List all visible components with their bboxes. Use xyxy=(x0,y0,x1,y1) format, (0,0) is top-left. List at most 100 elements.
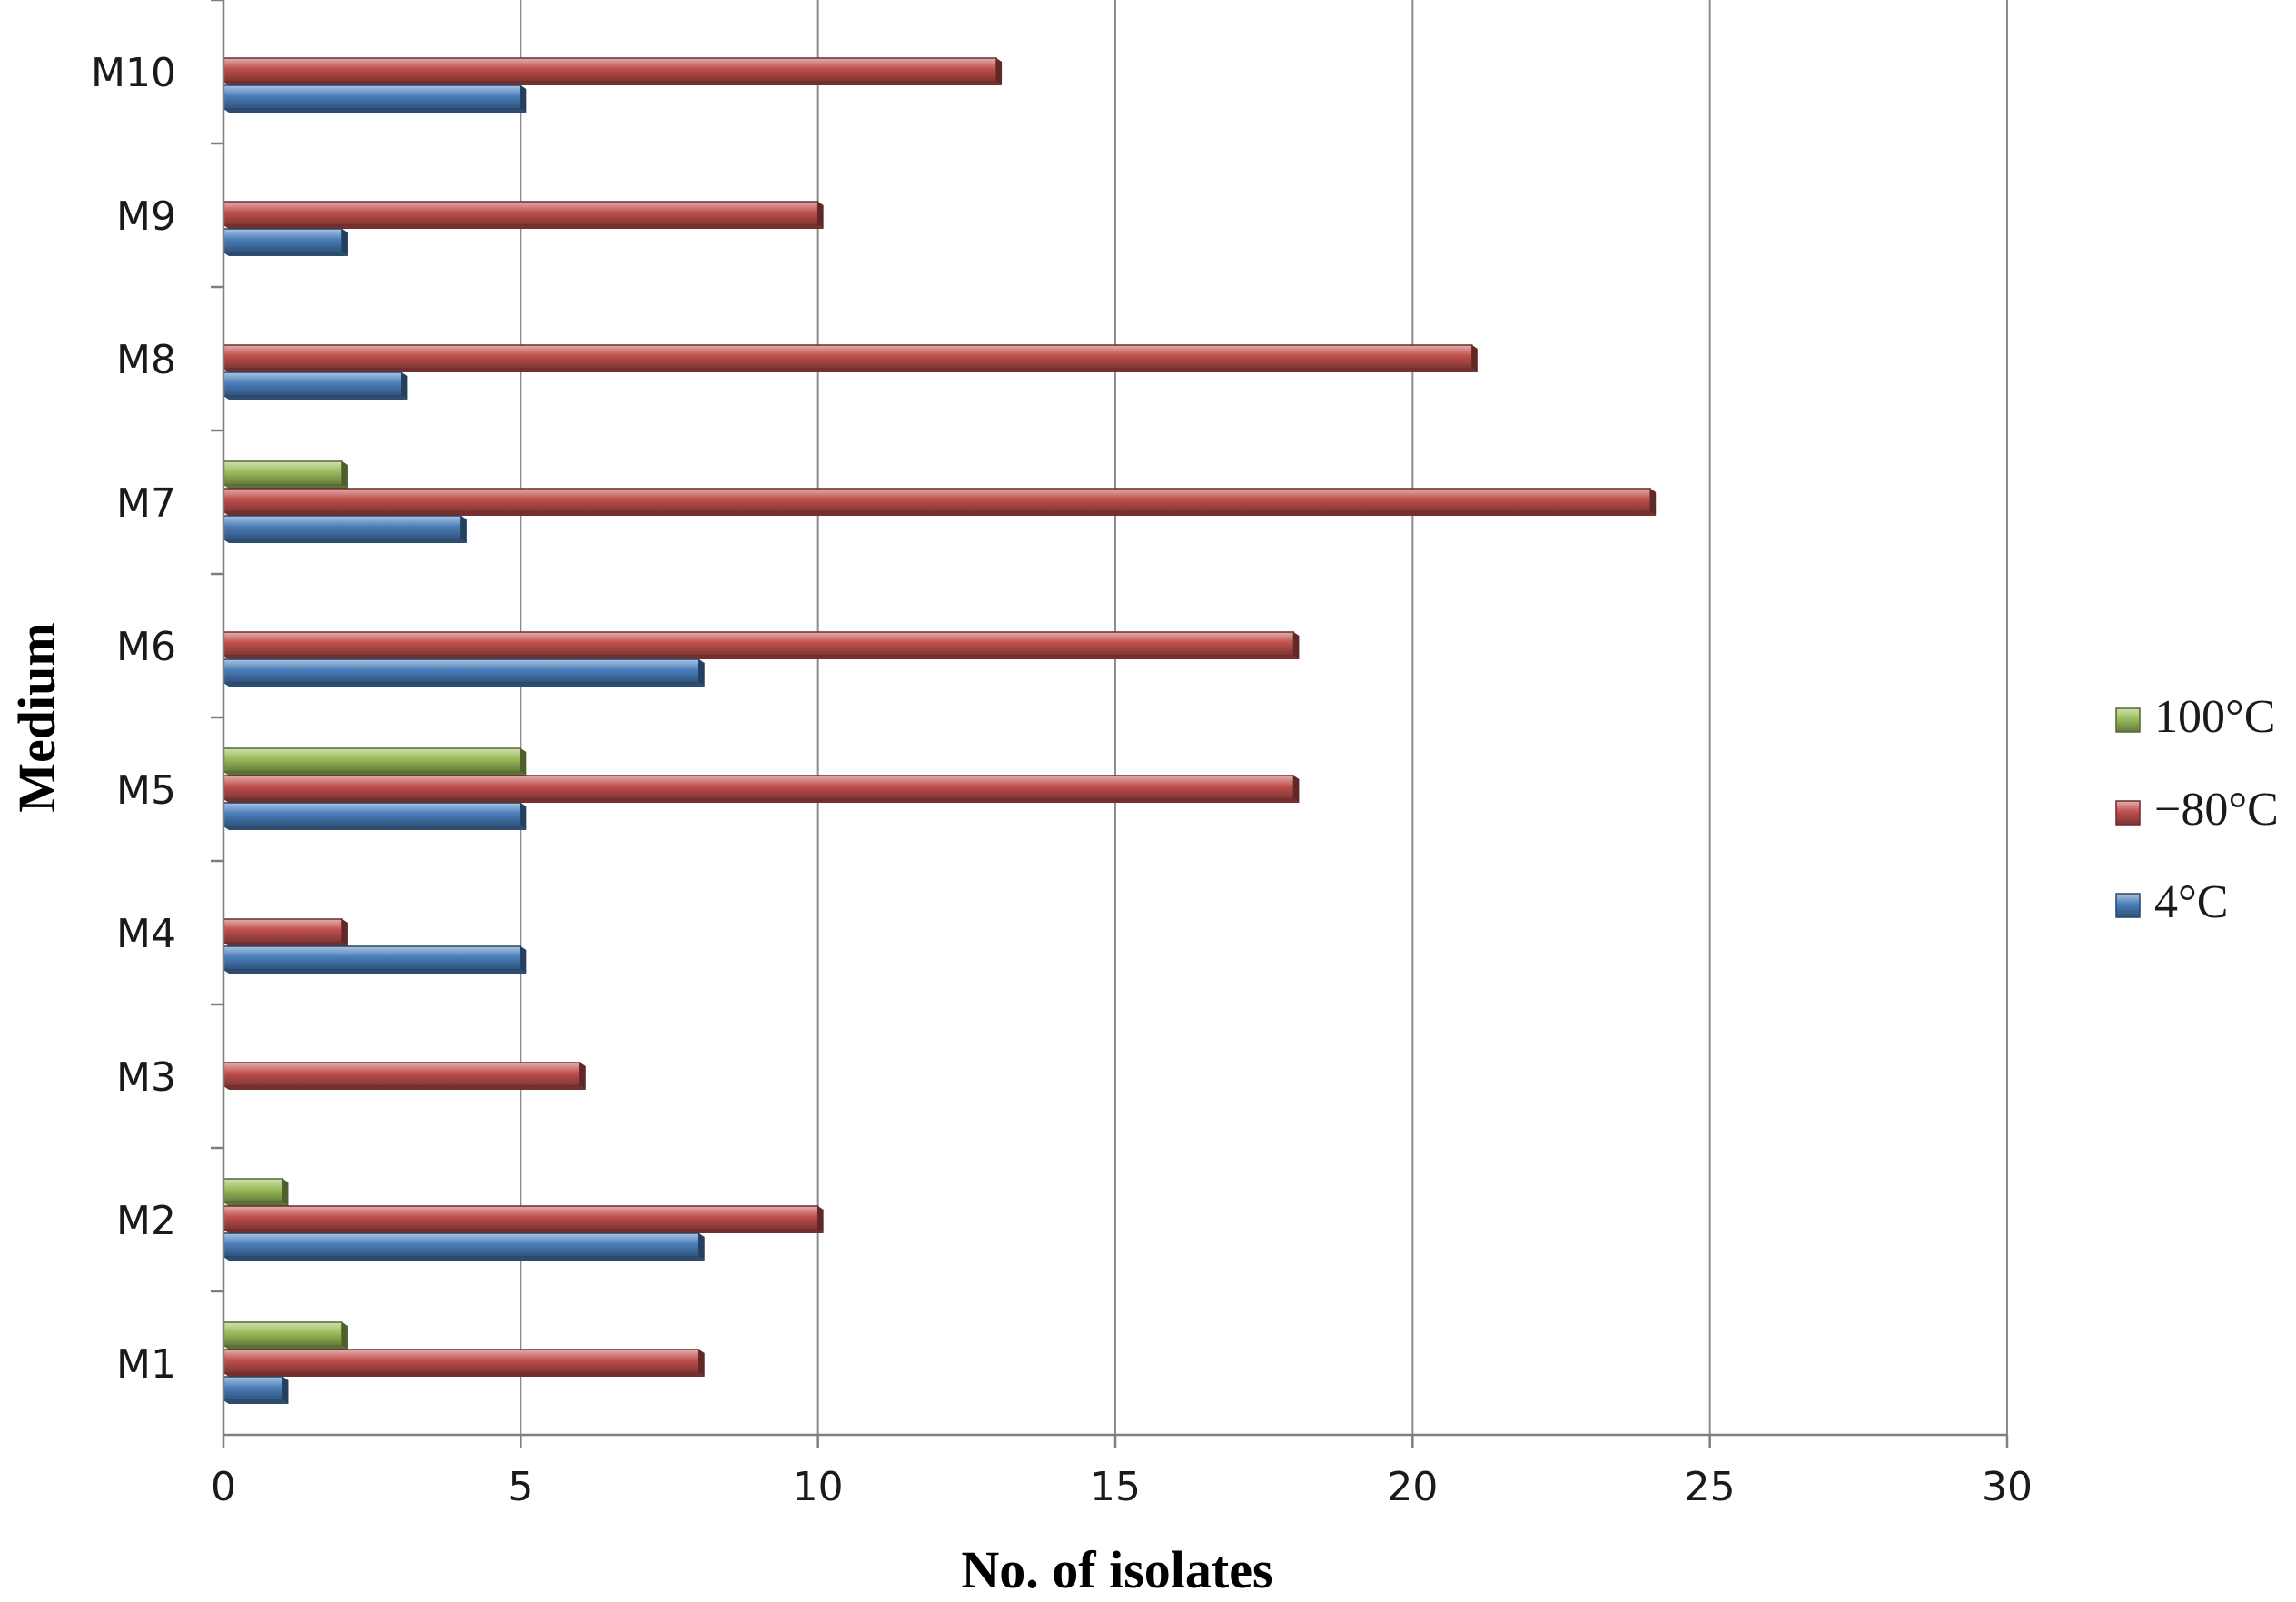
bar-end-cap xyxy=(282,1377,289,1404)
bar-end-cap xyxy=(460,516,467,543)
x-tick-label: 15 xyxy=(1090,1464,1141,1510)
bar-M1-4C xyxy=(223,1376,284,1401)
bar-end-cap xyxy=(341,919,348,946)
bar-shadow xyxy=(223,109,527,113)
bar-end-cap xyxy=(698,1233,705,1261)
bar-shadow xyxy=(223,683,705,687)
y-tick-label: M3 xyxy=(116,1054,176,1101)
bar-end-cap xyxy=(520,946,527,974)
bar-M3-minus80C xyxy=(223,1062,581,1087)
bar-M1-minus80C xyxy=(223,1349,700,1374)
bar-shadow xyxy=(223,82,1003,85)
bar-end-cap xyxy=(341,1322,348,1350)
bar-end-cap xyxy=(341,461,348,489)
bar-shadow xyxy=(223,1086,586,1090)
bar-shadow xyxy=(223,512,1657,516)
bar-end-cap xyxy=(817,1206,824,1233)
gridlines xyxy=(520,0,2008,1435)
bar-M2-minus80C xyxy=(223,1205,819,1231)
y-tick-label: M10 xyxy=(91,50,176,96)
bar-M7-100C xyxy=(223,460,343,486)
bar-end-cap xyxy=(520,85,527,113)
bar-shadow xyxy=(223,369,1478,372)
y-tick-label: M4 xyxy=(116,911,176,957)
bar-M6-4C xyxy=(223,658,700,684)
bar-end-cap xyxy=(341,229,348,256)
bar-M5-minus80C xyxy=(223,775,1295,800)
y-tick-label: M6 xyxy=(116,624,176,670)
bar-M10-4C xyxy=(223,84,522,110)
x-tick-label: 30 xyxy=(1982,1464,2033,1510)
x-axis-title: No. of isolates xyxy=(961,1540,1272,1597)
y-tick-label: M7 xyxy=(116,480,176,527)
bar-end-cap xyxy=(1293,632,1300,659)
bar-shadow xyxy=(223,1257,705,1261)
legend-label: 100°C xyxy=(2154,691,2275,743)
x-tick-label: 25 xyxy=(1685,1464,1736,1510)
legend-label: 4°C xyxy=(2154,876,2228,928)
y-tick-label: M9 xyxy=(116,193,176,240)
bar-end-cap xyxy=(698,1350,705,1377)
bar-shadow xyxy=(223,772,527,776)
y-axis-title: Medium xyxy=(7,622,66,812)
bar-end-cap xyxy=(579,1063,586,1090)
bar-M7-minus80C xyxy=(223,488,1651,513)
bar-shadow xyxy=(223,943,348,946)
bar-shadow xyxy=(223,970,527,974)
bar-end-cap xyxy=(520,803,527,830)
bar-M9-4C xyxy=(223,228,343,253)
axes: 0 5 10 15 20 25 30 M1 M2 M3 M4 M5 M6 M7 M8 M9 M10 xyxy=(91,0,2033,1510)
bars xyxy=(223,57,1657,1404)
x-tick-label: 5 xyxy=(508,1464,533,1510)
x-tick-label: 20 xyxy=(1387,1464,1438,1510)
bar-end-cap xyxy=(1650,489,1657,516)
legend-label: −80°C xyxy=(2154,784,2279,836)
bar-M6-minus80C xyxy=(223,631,1295,657)
bar-shadow xyxy=(223,1346,348,1350)
bar-M5-4C xyxy=(223,802,522,827)
legend-swatch xyxy=(2115,893,2141,918)
bar-shadow xyxy=(223,396,408,400)
legend: 100°C −80°C 4°C xyxy=(2115,691,2279,928)
bar-end-cap xyxy=(520,748,527,776)
bar-M2-4C xyxy=(223,1232,700,1258)
bar-M4-4C xyxy=(223,945,522,971)
bar-M10-minus80C xyxy=(223,57,997,83)
bar-end-cap xyxy=(401,372,408,400)
bar-M5-100C xyxy=(223,747,522,773)
y-tick-label: M8 xyxy=(116,337,176,383)
bar-shadow xyxy=(223,225,824,229)
bar-shadow xyxy=(223,539,467,543)
bar-M4-minus80C xyxy=(223,918,343,944)
y-tick-label: M1 xyxy=(116,1341,176,1388)
bar-M7-4C xyxy=(223,515,462,540)
bar-M8-minus80C xyxy=(223,344,1473,370)
y-tick-label: M5 xyxy=(116,767,176,814)
bar-end-cap xyxy=(698,659,705,687)
bar-end-cap xyxy=(996,58,1003,85)
x-tick-label: 10 xyxy=(793,1464,844,1510)
legend-swatch xyxy=(2115,800,2141,826)
bar-M1-100C xyxy=(223,1321,343,1347)
bar-M2-100C xyxy=(223,1178,284,1203)
bar-M8-4C xyxy=(223,371,403,397)
bar-shadow xyxy=(223,826,527,830)
bar-M9-minus80C xyxy=(223,201,819,226)
bar-shadow xyxy=(223,1400,289,1404)
x-tick-label: 0 xyxy=(211,1464,236,1510)
bar-end-cap xyxy=(817,202,824,229)
bar-end-cap xyxy=(1293,776,1300,803)
bar-shadow xyxy=(223,252,348,256)
bar-shadow xyxy=(223,1230,824,1233)
y-tick-label: M2 xyxy=(116,1198,176,1244)
bar-shadow xyxy=(223,656,1300,659)
bar-shadow xyxy=(223,1202,289,1206)
bar-shadow xyxy=(223,799,1300,803)
bar-end-cap xyxy=(1471,345,1478,372)
bar-shadow xyxy=(223,1373,705,1377)
legend-swatch xyxy=(2115,707,2141,733)
bar-end-cap xyxy=(282,1179,289,1206)
bar-shadow xyxy=(223,485,348,489)
